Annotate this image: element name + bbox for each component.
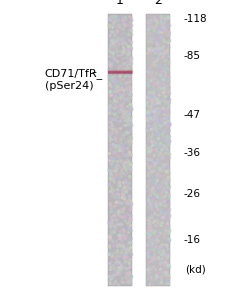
Bar — [108, 14, 132, 286]
Text: -26: -26 — [183, 189, 200, 200]
Text: CD71/TfR_
(pSer24): CD71/TfR_ (pSer24) — [45, 68, 103, 91]
Text: 2: 2 — [154, 0, 162, 7]
Text: -36: -36 — [183, 148, 200, 158]
Text: –: – — [92, 67, 97, 77]
Text: 1: 1 — [116, 0, 124, 7]
Text: -47: -47 — [183, 110, 200, 121]
Text: -118: -118 — [183, 14, 207, 24]
Text: -85: -85 — [183, 51, 200, 62]
Bar — [146, 14, 170, 286]
Text: (kd): (kd) — [185, 265, 206, 275]
Text: -16: -16 — [183, 235, 200, 245]
